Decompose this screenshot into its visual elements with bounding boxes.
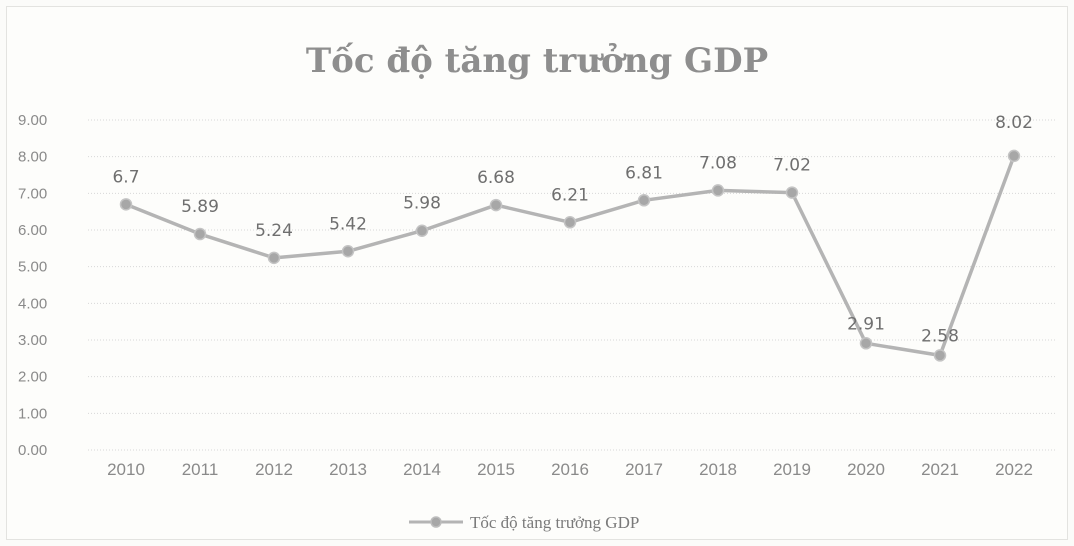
series-gdp-growth xyxy=(119,149,1021,362)
x-tick-label: 2012 xyxy=(255,460,293,479)
data-point xyxy=(1007,149,1021,163)
data-label: 8.02 xyxy=(995,113,1033,133)
y-tick-label: 7.00 xyxy=(18,185,47,202)
chart-frame xyxy=(6,6,1068,540)
x-tick-label: 2018 xyxy=(699,460,737,479)
data-label: 5.98 xyxy=(403,194,441,214)
y-tick-label: 4.00 xyxy=(18,295,47,312)
x-tick-label: 2014 xyxy=(403,460,441,479)
data-labels: 6.7 5.89 5.24 5.42 5.98 6.68 6.21 6.81 7.08 7.02 2… xyxy=(112,113,1032,346)
data-label: 5.89 xyxy=(181,197,219,217)
data-point xyxy=(489,198,503,212)
x-tick-label: 2017 xyxy=(625,460,663,479)
data-point xyxy=(415,224,429,237)
y-tick-label: 8.00 xyxy=(18,149,47,166)
data-label: 6.81 xyxy=(625,163,663,183)
data-label: 2.91 xyxy=(847,314,885,334)
data-label: 7.02 xyxy=(773,156,811,176)
x-tick-label: 2016 xyxy=(551,460,589,479)
data-label: 6.21 xyxy=(551,185,589,205)
data-point xyxy=(711,184,725,197)
data-point xyxy=(859,337,873,350)
y-tick-label: 5.00 xyxy=(18,259,47,276)
gridlines xyxy=(88,119,1056,451)
x-tick-label: 2010 xyxy=(107,460,145,479)
x-tick-label: 2021 xyxy=(921,460,959,479)
legend: Tốc độ tăng trưởng GDP xyxy=(409,513,639,532)
data-point xyxy=(637,194,651,207)
x-tick-label: 2019 xyxy=(773,460,811,479)
y-tick-label: 2.00 xyxy=(18,369,47,386)
data-label: 2.58 xyxy=(921,326,959,346)
chart-title: Tốc độ tăng trưởng GDP xyxy=(306,41,768,81)
x-tick-label: 2013 xyxy=(329,460,367,479)
x-axis: 2010 2011 2012 2013 2014 2015 2016 2017 2018 2019… xyxy=(107,460,1033,479)
x-tick-label: 2011 xyxy=(182,460,219,479)
y-tick-label: 6.00 xyxy=(18,222,47,239)
data-point xyxy=(563,216,577,229)
x-tick-label: 2015 xyxy=(477,460,515,479)
y-tick-label: 1.00 xyxy=(18,405,47,422)
data-label: 5.42 xyxy=(329,214,367,234)
x-tick-label: 2020 xyxy=(847,460,885,479)
y-axis: 0.00 1.00 2.00 3.00 4.00 5.00 6.00 7.00 8.00 9.00 xyxy=(18,112,47,459)
data-label: 5.24 xyxy=(255,221,293,241)
y-tick-label: 3.00 xyxy=(18,332,47,349)
y-tick-label: 9.00 xyxy=(18,112,47,129)
data-label: 7.08 xyxy=(699,153,737,173)
data-point xyxy=(119,198,133,211)
data-point xyxy=(933,349,947,362)
data-label: 6.7 xyxy=(112,167,139,187)
x-tick-label: 2022 xyxy=(995,460,1033,479)
y-tick-label: 0.00 xyxy=(18,442,47,459)
data-point xyxy=(785,186,799,199)
data-point xyxy=(267,251,281,265)
data-label: 6.68 xyxy=(477,168,515,188)
legend-label: Tốc độ tăng trưởng GDP xyxy=(470,513,639,532)
data-point xyxy=(341,245,355,258)
data-point xyxy=(193,227,207,241)
legend-marker-swatch xyxy=(430,516,442,528)
